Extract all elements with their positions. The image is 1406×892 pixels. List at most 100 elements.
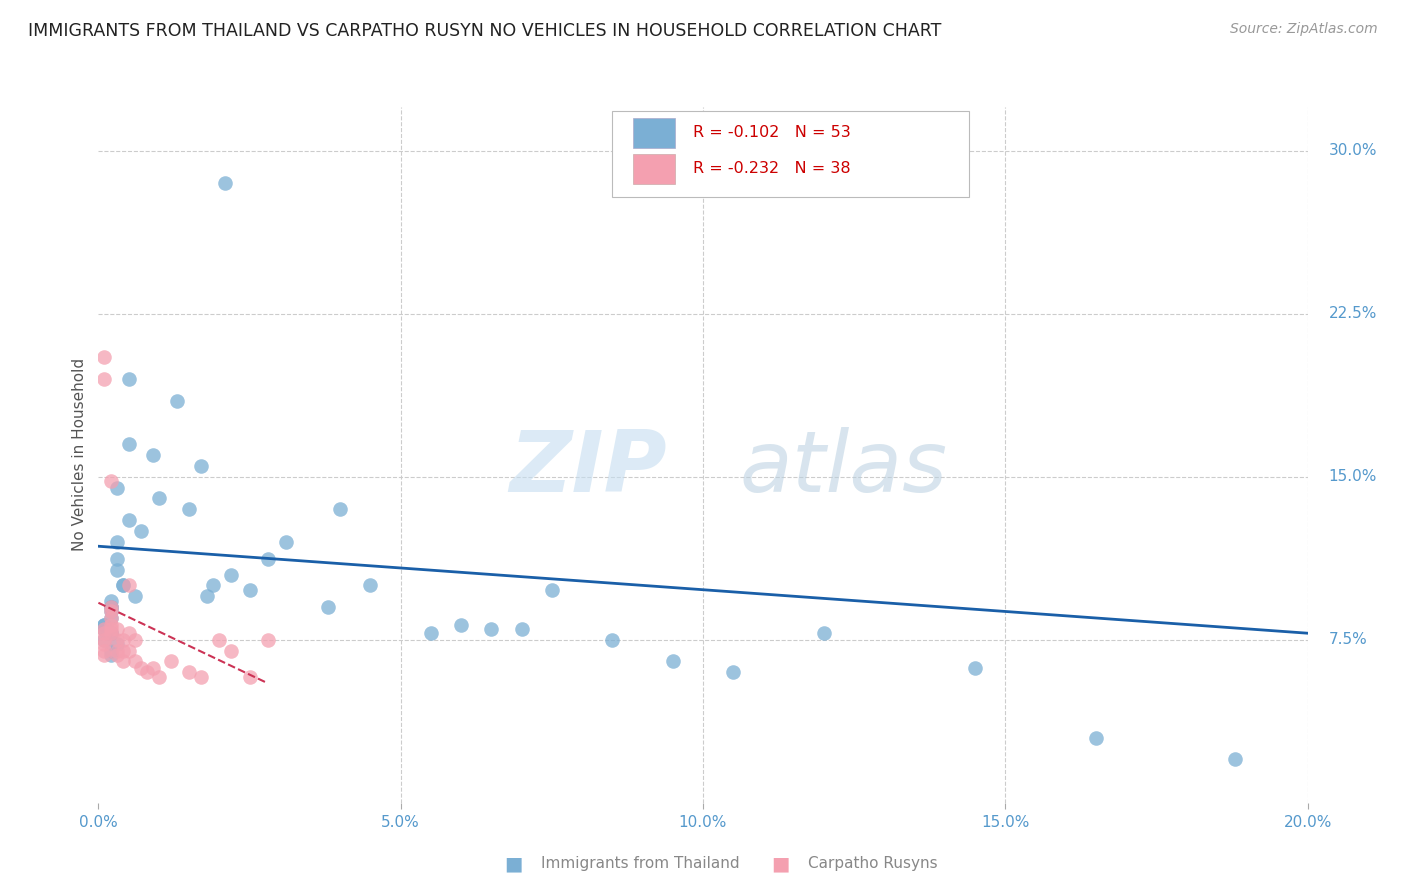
Point: [195, 589, 218, 603]
Text: Source: ZipAtlas.com: Source: ZipAtlas.com: [1230, 22, 1378, 37]
Text: ■: ■: [503, 854, 523, 873]
Y-axis label: No Vehicles in Household: No Vehicles in Household: [72, 359, 87, 551]
Text: Carpatho Rusyns: Carpatho Rusyns: [808, 856, 938, 871]
Point: [239, 670, 262, 684]
Point: [93, 372, 115, 386]
Point: [190, 458, 212, 473]
Point: [93, 622, 115, 636]
Point: [100, 626, 122, 640]
Point: [100, 605, 122, 619]
Point: [419, 626, 441, 640]
Point: [481, 622, 503, 636]
Point: [93, 626, 115, 640]
Point: [105, 563, 128, 577]
Point: [105, 643, 128, 657]
Text: Immigrants from Thailand: Immigrants from Thailand: [541, 856, 740, 871]
Point: [93, 643, 115, 657]
Point: [1085, 731, 1108, 745]
Text: ZIP: ZIP: [509, 427, 666, 510]
Point: [111, 578, 134, 592]
Point: [148, 491, 170, 506]
Point: [129, 661, 152, 675]
Point: [111, 578, 134, 592]
Point: [93, 350, 115, 364]
Point: [118, 643, 141, 657]
Point: [214, 176, 236, 190]
Point: [177, 502, 201, 516]
Point: [360, 578, 382, 592]
Point: [100, 600, 122, 615]
Point: [142, 448, 165, 462]
Point: [124, 655, 146, 669]
Point: [105, 637, 128, 651]
Point: [105, 648, 128, 662]
Point: [100, 643, 122, 657]
Point: [329, 502, 352, 516]
Point: [105, 535, 128, 549]
Text: ■: ■: [770, 854, 790, 873]
Point: [100, 611, 122, 625]
Point: [148, 670, 170, 684]
Point: [135, 665, 157, 680]
Point: [118, 513, 141, 527]
Point: [105, 622, 128, 636]
Point: [166, 393, 188, 408]
Point: [256, 552, 278, 566]
Point: [142, 661, 165, 675]
Point: [105, 552, 128, 566]
Point: [100, 600, 122, 615]
Point: [160, 655, 183, 669]
Point: [177, 665, 201, 680]
Point: [190, 670, 212, 684]
Point: [93, 617, 115, 632]
Point: [256, 632, 278, 647]
Point: [129, 524, 152, 538]
Point: [100, 648, 122, 662]
Point: [208, 632, 231, 647]
FancyBboxPatch shape: [612, 111, 969, 197]
Text: 7.5%: 7.5%: [1329, 632, 1368, 648]
Point: [100, 605, 122, 619]
Point: [93, 637, 115, 651]
Point: [118, 626, 141, 640]
Point: [118, 578, 141, 592]
Point: [661, 655, 683, 669]
Point: [100, 626, 122, 640]
Point: [540, 582, 562, 597]
Text: IMMIGRANTS FROM THAILAND VS CARPATHO RUSYN NO VEHICLES IN HOUSEHOLD CORRELATION : IMMIGRANTS FROM THAILAND VS CARPATHO RUS…: [28, 22, 942, 40]
Point: [100, 593, 122, 607]
FancyBboxPatch shape: [633, 154, 675, 184]
Point: [239, 582, 262, 597]
Text: 30.0%: 30.0%: [1329, 143, 1376, 158]
Point: [93, 622, 115, 636]
Point: [221, 567, 243, 582]
Point: [93, 632, 115, 647]
Point: [118, 437, 141, 451]
Point: [124, 632, 146, 647]
Point: [221, 643, 243, 657]
Point: [111, 632, 134, 647]
Point: [602, 632, 624, 647]
Point: [93, 648, 115, 662]
Text: 22.5%: 22.5%: [1329, 306, 1376, 321]
Point: [111, 655, 134, 669]
Point: [450, 617, 472, 632]
Text: 15.0%: 15.0%: [1329, 469, 1376, 484]
Point: [100, 626, 122, 640]
Point: [105, 481, 128, 495]
Point: [100, 622, 122, 636]
Text: R = -0.102   N = 53: R = -0.102 N = 53: [693, 126, 851, 141]
Point: [93, 622, 115, 636]
Point: [100, 474, 122, 488]
Point: [100, 617, 122, 632]
Point: [93, 632, 115, 647]
Point: [118, 372, 141, 386]
Text: R = -0.232   N = 38: R = -0.232 N = 38: [693, 161, 851, 177]
Point: [1223, 752, 1246, 766]
Point: [105, 632, 128, 647]
FancyBboxPatch shape: [633, 119, 675, 147]
Point: [111, 643, 134, 657]
Point: [316, 600, 339, 615]
Point: [93, 617, 115, 632]
Point: [202, 578, 225, 592]
